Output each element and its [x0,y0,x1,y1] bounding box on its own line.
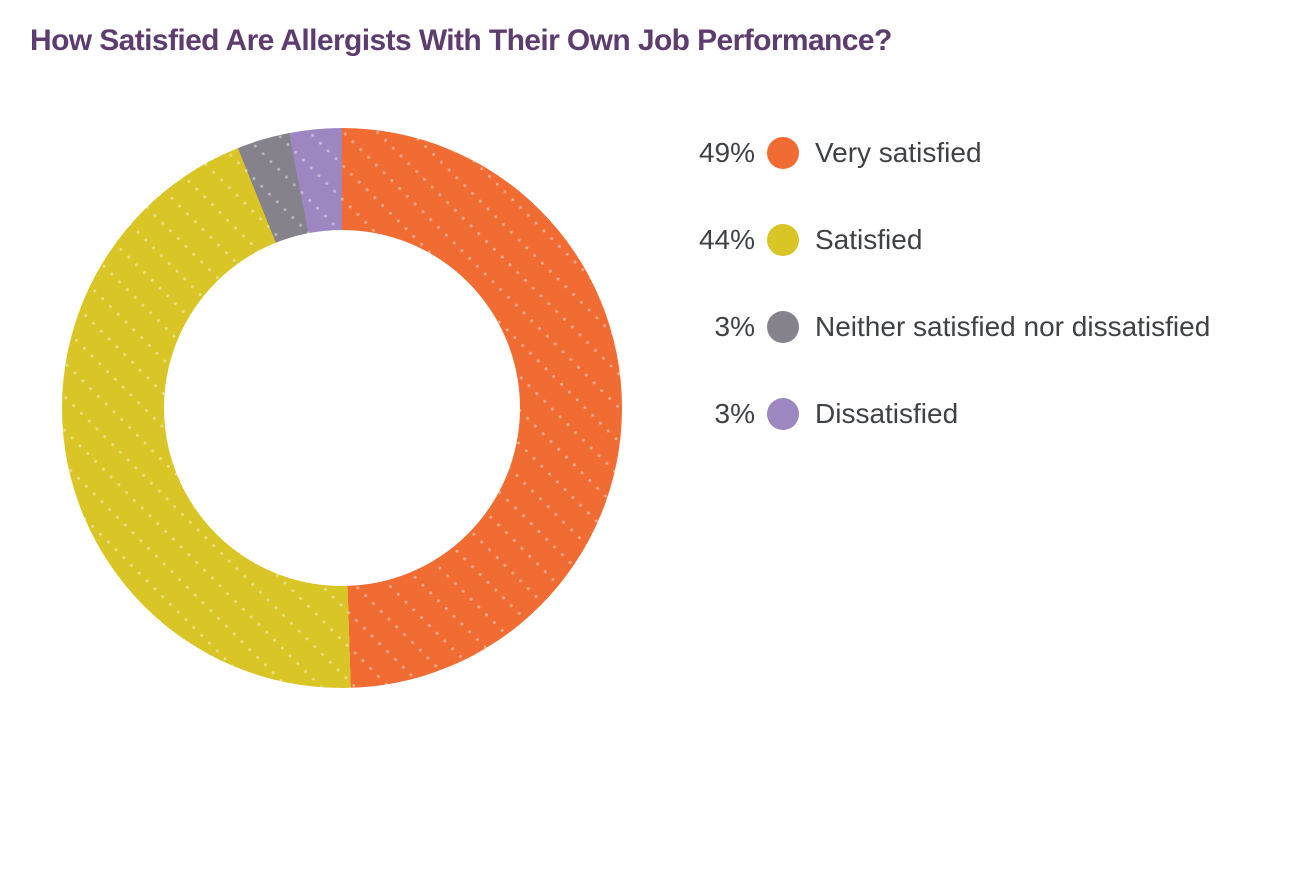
legend-value: 49% [698,137,755,168]
legend-value: 3% [714,311,755,342]
donut-chart [62,128,622,688]
legend-label: Neither satisfied nor dissatisfied [815,311,1211,342]
legend-value: 3% [714,398,755,429]
donut-hole [164,230,520,586]
legend-swatch-icon [767,311,799,343]
legend-item-dissatisfied: 3% Dissatisfied [693,397,1210,431]
legend-value: 44% [698,224,755,255]
legend-item-neither: 3% Neither satisfied nor dissatisfied [693,310,1210,344]
chart-legend: 49% Very satisfied 44% Satisfied 3% Neit… [693,136,1210,431]
chart-title: How Satisfied Are Allergists With Their … [30,24,892,57]
legend-swatch-icon [767,137,799,169]
legend-item-very-satisfied: 49% Very satisfied [693,136,1210,170]
legend-label: Satisfied [815,224,923,255]
legend-swatch-icon [767,398,799,430]
legend-item-satisfied: 44% Satisfied [693,223,1210,257]
legend-label: Dissatisfied [815,398,959,429]
legend-label: Very satisfied [815,137,982,168]
legend-swatch-icon [767,224,799,256]
